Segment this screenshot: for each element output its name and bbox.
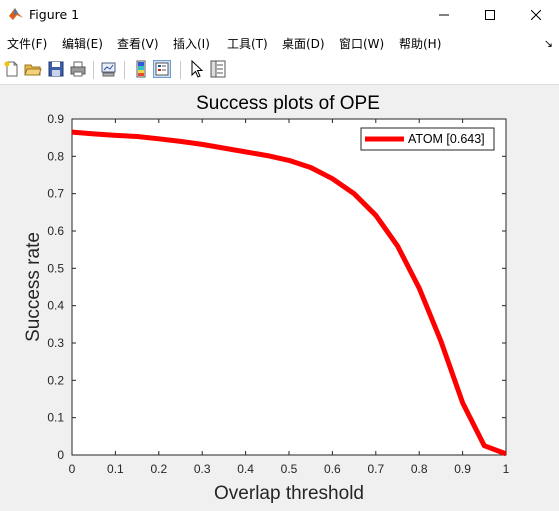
figure-toolbar [0, 56, 559, 85]
property-inspector-icon[interactable] [209, 60, 227, 78]
menu-insert[interactable]: 插入(I) [173, 37, 210, 51]
toolbar-separator [124, 61, 125, 79]
toolbar-separator [180, 61, 181, 79]
toolbar-separator [93, 61, 94, 79]
y-tick-label: 0.5 [47, 261, 64, 275]
y-tick-label: 0.3 [47, 336, 64, 350]
minimize-button[interactable] [421, 0, 467, 30]
x-tick-label: 0 [69, 462, 76, 476]
series-line-atom [71, 129, 507, 457]
close-button[interactable] [513, 0, 559, 30]
y-tick-label: 0.9 [47, 112, 64, 126]
y-tick-label: 0.2 [47, 373, 64, 387]
y-tick-label: 0.8 [47, 149, 64, 163]
window-title: Figure 1 [29, 7, 80, 22]
close-icon [531, 10, 541, 20]
figure-canvas: Success plots of OPE 0 0.1 0.2 0.3 0.4 0.5 0.6… [0, 85, 559, 507]
menu-tools[interactable]: 工具(T) [227, 37, 268, 51]
legend-label: ATOM [0.643] [408, 132, 485, 146]
x-tick-label: 0.9 [454, 462, 471, 476]
x-axis-label: Overlap threshold [214, 483, 364, 504]
menu-view[interactable]: 查看(V) [117, 37, 159, 51]
legend[interactable]: ATOM [0.643] [360, 127, 495, 151]
x-tick-label: 0.3 [194, 462, 211, 476]
menu-bar: 文件(F) 编辑(E) 查看(V) 插入(I) 工具(T) 桌面(D) 窗口(W… [0, 30, 559, 56]
x-tick-label: 0.5 [281, 462, 298, 476]
y-tick-label: 0.1 [47, 411, 64, 425]
new-figure-icon[interactable] [3, 60, 21, 78]
plot-svg: Success plots of OPE 0 0.1 0.2 0.3 0.4 0.5 0.6… [23, 93, 510, 504]
maximize-icon [485, 10, 495, 20]
legend-box [360, 127, 495, 151]
insert-colorbar-icon[interactable] [132, 60, 150, 78]
x-tick-label: 0.7 [367, 462, 384, 476]
link-plot-icon[interactable] [100, 60, 118, 78]
y-tick-label: 0.7 [47, 187, 64, 201]
menu-edit[interactable]: 编辑(E) [62, 37, 103, 51]
matlab-logo-icon [9, 8, 23, 20]
menu-window[interactable]: 窗口(W) [339, 37, 385, 51]
menu-file[interactable]: 文件(F) [7, 37, 48, 51]
print-icon[interactable] [69, 60, 87, 78]
save-icon[interactable] [47, 60, 65, 78]
y-axis-label: Success rate [23, 232, 44, 342]
menu-desktop[interactable]: 桌面(D) [282, 37, 325, 51]
x-tick-label: 0.1 [107, 462, 124, 476]
y-tick-label: 0.4 [47, 299, 64, 313]
open-file-icon[interactable] [24, 60, 42, 78]
edit-plot-cursor-icon[interactable] [188, 60, 206, 78]
maximize-button[interactable] [467, 0, 513, 30]
x-tick-label: 0.4 [237, 462, 254, 476]
insert-legend-icon[interactable] [153, 60, 171, 78]
title-bar: Figure 1 [0, 0, 559, 30]
x-tick-label: 1 [503, 462, 510, 476]
x-tick-label: 0.2 [150, 462, 167, 476]
x-tick-label: 0.6 [324, 462, 341, 476]
y-axis-ticks: 0 0.1 0.2 0.3 0.4 0.5 0.6 0.7 0.8 0.9 [47, 112, 506, 462]
axes-box [71, 118, 507, 456]
series-layer [71, 129, 507, 457]
dock-figure-icon[interactable]: ↘ [543, 37, 553, 50]
y-tick-label: 0.6 [47, 224, 64, 238]
minimize-icon [439, 14, 449, 16]
menu-help[interactable]: 帮助(H) [399, 37, 442, 51]
y-tick-label: 0 [57, 448, 64, 462]
x-axis-ticks: 0 0.1 0.2 0.3 0.4 0.5 0.6 0.7 0.8 0.9 1 [69, 119, 510, 476]
chart-title: Success plots of OPE [196, 93, 380, 114]
x-tick-label: 0.8 [411, 462, 428, 476]
